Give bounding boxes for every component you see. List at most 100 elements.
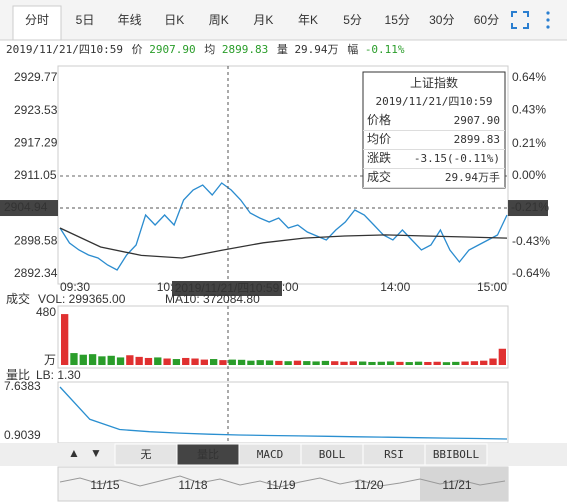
volume-bar bbox=[489, 358, 497, 365]
volume-bar bbox=[219, 360, 227, 365]
tab[interactable]: 15分 bbox=[385, 13, 410, 27]
tooltip-label: 均价 bbox=[367, 132, 391, 146]
indicator-label[interactable]: BOLL bbox=[319, 448, 346, 461]
info-avg: 2899.83 bbox=[222, 43, 268, 56]
indicator-button[interactable] bbox=[424, 443, 488, 466]
lb-title: 量比 bbox=[6, 368, 30, 382]
volume-bar bbox=[210, 359, 218, 365]
lb-text: LB: 1.30 bbox=[36, 368, 81, 382]
tab[interactable]: 5日 bbox=[76, 13, 95, 27]
y-tick-label: 2892.34 bbox=[14, 266, 58, 280]
indicator-label[interactable]: RSI bbox=[384, 448, 404, 461]
y-tick-label: 2917.29 bbox=[14, 136, 58, 150]
info-vol-label: 量 bbox=[277, 43, 288, 56]
selected-tab[interactable] bbox=[12, 5, 62, 41]
crosshair-time: 2019/11/21/四10:59 bbox=[175, 281, 280, 295]
indicator-label[interactable]: MACD bbox=[257, 448, 284, 461]
info-avg-label: 均 bbox=[204, 43, 215, 56]
indicator-label[interactable]: 量比 bbox=[197, 448, 219, 461]
tab[interactable]: 年线 bbox=[118, 13, 142, 27]
fullscreen-icon[interactable] bbox=[511, 11, 529, 29]
lb-tick: 0.9039 bbox=[4, 428, 41, 442]
tooltip-label: 成交 bbox=[367, 169, 391, 184]
volume-bar bbox=[340, 361, 348, 365]
tab[interactable]: 5分 bbox=[343, 13, 362, 27]
y-tick-label: 2898.58 bbox=[14, 233, 58, 247]
tab[interactable]: 周K bbox=[209, 13, 229, 27]
volume-bar bbox=[79, 354, 87, 365]
tab[interactable]: 分时 bbox=[25, 13, 49, 27]
volume-bar bbox=[107, 355, 115, 365]
crosshair-price: 2904.94 bbox=[4, 200, 48, 214]
y2-tick-label: -0.64% bbox=[512, 266, 550, 280]
tab[interactable]: 月K bbox=[253, 13, 273, 27]
price-panel bbox=[57, 65, 509, 285]
date-label[interactable]: 11/19 bbox=[266, 478, 295, 492]
info-time: 2019/11/21/四10:59 bbox=[6, 43, 123, 56]
y-tick-label: 2911.05 bbox=[14, 168, 57, 182]
y-tick-label: 2923.53 bbox=[14, 103, 58, 117]
volume-bar bbox=[163, 358, 171, 365]
volume-bar bbox=[461, 361, 469, 365]
date-label[interactable]: 11/20 bbox=[354, 478, 383, 492]
more-icon[interactable] bbox=[546, 11, 550, 29]
date-label[interactable]: 11/18 bbox=[178, 478, 207, 492]
tooltip-value: -3.15(-0.11%) bbox=[414, 152, 500, 165]
price-line bbox=[59, 182, 508, 271]
volume-bar bbox=[498, 348, 506, 365]
volume-bar bbox=[442, 362, 451, 365]
y-tick-label: 2929.77 bbox=[14, 70, 58, 84]
volume-unit: 万 bbox=[44, 353, 56, 367]
y2-tick-label: -0.43% bbox=[512, 234, 550, 248]
date-label[interactable]: 11/21 bbox=[442, 478, 471, 492]
down-arrow[interactable]: ▼ bbox=[90, 446, 102, 460]
volume-bar bbox=[135, 356, 143, 365]
info-amp: -0.11% bbox=[365, 43, 405, 56]
crosshair-pct-box bbox=[508, 200, 548, 217]
volume-bar bbox=[359, 361, 367, 365]
tooltip-time: 2019/11/21/四10:59 bbox=[376, 95, 493, 108]
indicator-label[interactable]: 无 bbox=[141, 448, 152, 461]
volume-bar bbox=[265, 360, 274, 365]
tab[interactable]: 60分 bbox=[474, 13, 499, 27]
tab-bar bbox=[0, 0, 567, 40]
volume-bar bbox=[368, 361, 376, 365]
x-tick-label: 15:00 bbox=[477, 280, 507, 294]
volume-bar bbox=[200, 359, 208, 365]
volume-bar bbox=[88, 354, 97, 365]
volume-bar bbox=[386, 361, 395, 365]
up-arrow[interactable]: ▲ bbox=[68, 446, 80, 460]
info-line: 2019/11/21/四10:59 价 2907.90 均 2899.83 量 … bbox=[6, 43, 405, 56]
volume-title: 成交 bbox=[6, 291, 30, 306]
tab[interactable]: 日K bbox=[164, 13, 184, 27]
crosshair-price-box bbox=[0, 200, 58, 217]
volume-bar bbox=[405, 362, 413, 365]
volume-bar bbox=[247, 360, 255, 365]
x-tick-label: 14:00 bbox=[380, 280, 410, 294]
tab[interactable]: 年K bbox=[298, 13, 318, 27]
volume-bar bbox=[256, 360, 264, 365]
volume-bar bbox=[182, 357, 190, 365]
date-window[interactable] bbox=[420, 467, 508, 501]
crosshair-pct: -0.21% bbox=[511, 200, 549, 214]
tooltip-value: 2907.90 bbox=[454, 114, 500, 127]
volume-vol: VOL: 299365.00 bbox=[38, 292, 126, 306]
date-label[interactable]: 11/15 bbox=[90, 478, 119, 492]
volume-bar bbox=[61, 314, 69, 365]
volume-bar bbox=[303, 361, 311, 365]
tab[interactable]: 30分 bbox=[429, 13, 454, 27]
tooltip-title: 上证指数 bbox=[410, 75, 458, 90]
y2-tick-label: 0.00% bbox=[512, 168, 546, 182]
y2-tick-label: 0.64% bbox=[512, 70, 546, 84]
volume-bar bbox=[377, 361, 385, 365]
volume-bar bbox=[424, 361, 432, 365]
volume-bar bbox=[480, 360, 488, 365]
volume-bar bbox=[116, 357, 125, 365]
volume-bar bbox=[154, 357, 162, 365]
info-vol: 29.94万 bbox=[294, 43, 338, 56]
volume-bar bbox=[396, 361, 404, 365]
tooltip-label: 涨跌 bbox=[367, 150, 391, 165]
volume-bar bbox=[452, 361, 460, 365]
indicator-label[interactable]: BBIBOLL bbox=[433, 448, 480, 461]
